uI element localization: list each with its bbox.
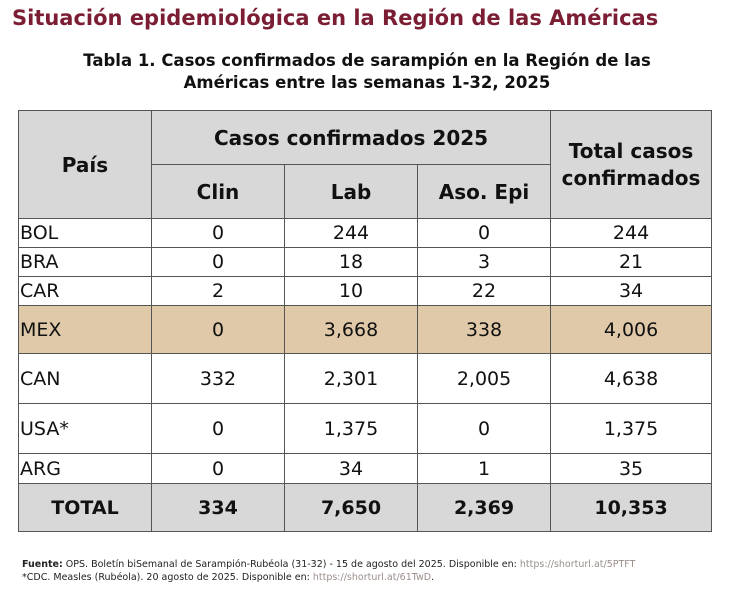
table-caption: Tabla 1. Casos confirmados de sarampión … (0, 50, 734, 94)
cell-aso-epi: 0 (416, 218, 552, 248)
table-row: ARG 0 34 1 35 (18, 453, 713, 484)
table-row: BOL 0 244 0 244 (18, 218, 713, 248)
cell-aso-epi: 0 (416, 403, 552, 454)
table-caption-line1: Tabla 1. Casos confirmados de sarampión … (83, 51, 651, 70)
cell-aso-epi: 338 (416, 305, 552, 354)
cell-clin: 0 (151, 247, 285, 277)
header-total-confirmed: Total casos confirmados (550, 110, 713, 219)
cell-aso-epi: 1 (416, 453, 552, 484)
cell-total: 34 (550, 276, 713, 306)
cell-total: 4,638 (550, 353, 713, 404)
cell-country: USA* (18, 403, 152, 454)
cell-country: BOL (18, 218, 152, 248)
cell-lab: 7,650 (284, 483, 418, 532)
table-row: CAR 2 10 22 34 (18, 276, 713, 306)
source-text: OPS. Boletín biSemanal de Sarampión-Rubé… (62, 559, 520, 570)
table-row: BRA 0 18 3 21 (18, 247, 713, 277)
cell-clin: 0 (151, 305, 285, 354)
header-total-line1: Total casos (568, 138, 694, 163)
header-confirmed-cases-2025: Casos confirmados 2025 (150, 110, 552, 165)
cell-total-label: TOTAL (18, 483, 152, 532)
header-lab: Lab (284, 164, 418, 219)
measles-cases-table: País Casos confirmados 2025 Total casos … (18, 110, 713, 532)
cell-total: 4,006 (550, 305, 713, 354)
cell-country: BRA (18, 247, 152, 277)
cell-lab: 18 (284, 247, 418, 277)
header-total-line2: confirmados (561, 165, 701, 190)
cell-total: 35 (550, 453, 713, 484)
cell-total: 21 (550, 247, 713, 277)
cell-lab: 1,375 (284, 403, 418, 454)
header-clin: Clin (151, 164, 285, 219)
cell-lab: 3,668 (284, 305, 418, 354)
page-title: Situación epidemiológica en la Región de… (12, 6, 659, 30)
header-aso-epi: Aso. Epi (416, 164, 552, 219)
cell-country: ARG (18, 453, 152, 484)
cell-total: 1,375 (550, 403, 713, 454)
cdc-text: *CDC. Measles (Rubéola). 20 agosto de 20… (22, 572, 313, 583)
cell-clin: 0 (151, 453, 285, 484)
cell-lab: 2,301 (284, 353, 418, 404)
cell-clin: 0 (151, 218, 285, 248)
cell-country: MEX (18, 305, 152, 354)
cell-country: CAN (18, 353, 152, 404)
cell-clin: 0 (151, 403, 285, 454)
cell-total: 10,353 (550, 483, 713, 532)
source-label: Fuente: (22, 559, 63, 570)
cell-lab: 10 (284, 276, 418, 306)
footnotes: Fuente: OPS. Boletín biSemanal de Saramp… (22, 558, 635, 584)
cell-clin: 334 (151, 483, 285, 532)
cell-aso-epi: 2,005 (416, 353, 552, 404)
header-country: País (18, 110, 152, 219)
table-row-highlighted: MEX 0 3,668 338 4,006 (18, 305, 713, 354)
cell-aso-epi: 22 (416, 276, 552, 306)
source-link[interactable]: https://shorturl.at/5PTFT (519, 559, 636, 570)
table-row: USA* 0 1,375 0 1,375 (18, 403, 713, 454)
cdc-footnote: *CDC. Measles (Rubéola). 20 agosto de 20… (22, 571, 635, 584)
cell-country: CAR (18, 276, 152, 306)
table-total-row: TOTAL 334 7,650 2,369 10,353 (18, 483, 713, 532)
table-caption-line2: Américas entre las semanas 1-32, 2025 (183, 73, 551, 92)
cell-aso-epi: 3 (416, 247, 552, 277)
cdc-link[interactable]: https://shorturl.at/61TwD (312, 572, 432, 583)
cell-clin: 332 (151, 353, 285, 404)
cdc-end: . (431, 572, 435, 583)
cell-lab: 244 (284, 218, 418, 248)
source-footnote: Fuente: OPS. Boletín biSemanal de Saramp… (22, 558, 635, 571)
cell-clin: 2 (151, 276, 285, 306)
cell-total: 244 (550, 218, 713, 248)
cell-aso-epi: 2,369 (416, 483, 552, 532)
cell-lab: 34 (284, 453, 418, 484)
table-row: CAN 332 2,301 2,005 4,638 (18, 353, 713, 404)
